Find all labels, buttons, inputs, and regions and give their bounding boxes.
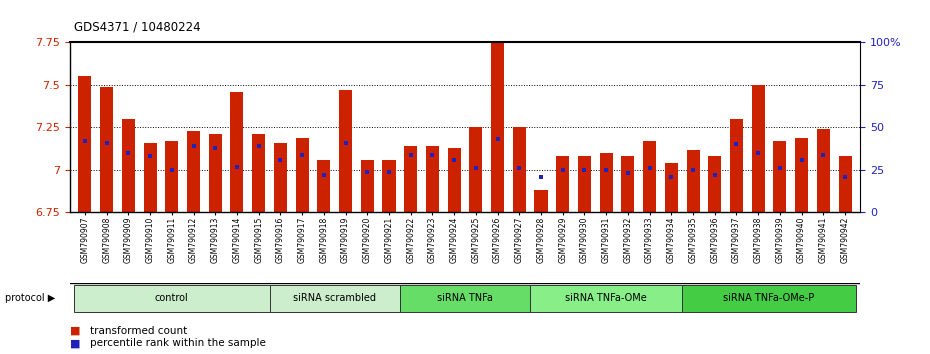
Text: ■: ■ — [70, 326, 80, 336]
Bar — [839, 156, 852, 212]
Bar — [730, 119, 743, 212]
Bar — [382, 160, 395, 212]
Text: siRNA TNFa: siRNA TNFa — [437, 293, 493, 303]
FancyBboxPatch shape — [74, 285, 270, 312]
Text: transformed count: transformed count — [90, 326, 188, 336]
Bar — [686, 149, 699, 212]
Bar — [274, 143, 287, 212]
Bar — [166, 141, 179, 212]
Bar — [447, 148, 460, 212]
Bar — [512, 127, 525, 212]
Bar — [556, 156, 569, 212]
Text: control: control — [155, 293, 189, 303]
Bar — [751, 85, 764, 212]
Text: ■: ■ — [70, 338, 80, 348]
Bar — [665, 163, 678, 212]
Text: siRNA TNFa-OMe-P: siRNA TNFa-OMe-P — [724, 293, 815, 303]
Text: protocol ▶: protocol ▶ — [5, 293, 55, 303]
Bar — [296, 138, 309, 212]
Bar — [491, 42, 504, 212]
Text: GDS4371 / 10480224: GDS4371 / 10480224 — [74, 21, 201, 34]
Text: siRNA scrambled: siRNA scrambled — [293, 293, 377, 303]
Text: percentile rank within the sample: percentile rank within the sample — [90, 338, 266, 348]
Bar — [317, 160, 330, 212]
Bar — [621, 156, 634, 212]
Bar — [600, 153, 613, 212]
Bar — [78, 76, 91, 212]
Bar — [252, 134, 265, 212]
Bar — [122, 119, 135, 212]
Bar — [578, 156, 591, 212]
Bar — [208, 134, 221, 212]
Bar — [361, 160, 374, 212]
Bar — [470, 127, 483, 212]
Bar — [643, 141, 656, 212]
Bar — [231, 92, 244, 212]
FancyBboxPatch shape — [400, 285, 530, 312]
Bar — [709, 156, 722, 212]
Bar — [405, 146, 418, 212]
Bar — [426, 146, 439, 212]
Bar — [795, 138, 808, 212]
Bar — [535, 190, 548, 212]
FancyBboxPatch shape — [270, 285, 400, 312]
Text: siRNA TNFa-OMe: siRNA TNFa-OMe — [565, 293, 647, 303]
Bar — [774, 141, 787, 212]
Bar — [817, 129, 830, 212]
FancyBboxPatch shape — [683, 285, 856, 312]
Bar — [187, 131, 200, 212]
Bar — [143, 143, 156, 212]
Bar — [339, 90, 352, 212]
Bar — [100, 87, 113, 212]
FancyBboxPatch shape — [530, 285, 683, 312]
